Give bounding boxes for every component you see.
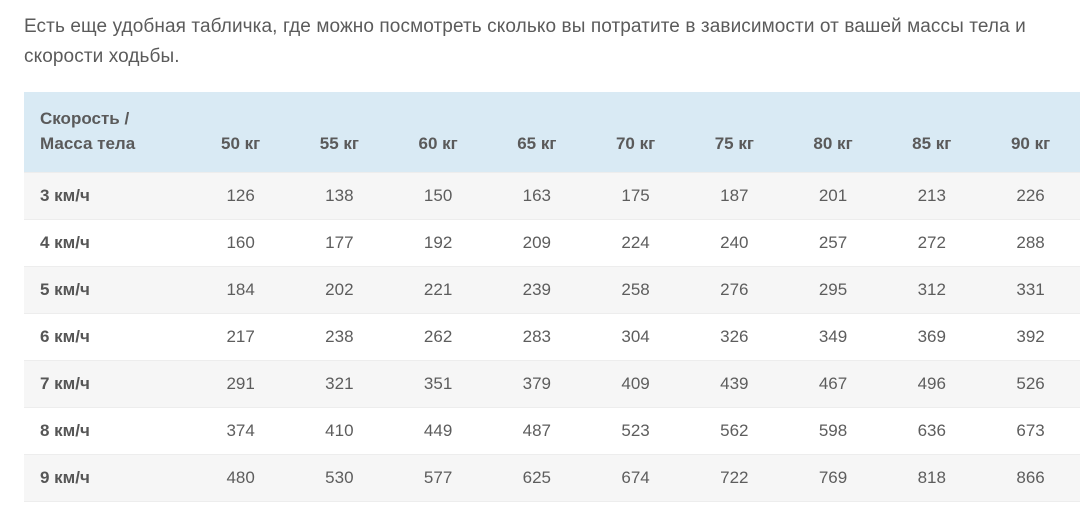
table-cell: 150 bbox=[388, 172, 488, 220]
row-label: 5 км/ч bbox=[24, 266, 192, 314]
row-label: 3 км/ч bbox=[24, 172, 192, 220]
table-cell: 326 bbox=[684, 313, 784, 361]
table-cell: 276 bbox=[684, 266, 784, 314]
table-cell: 392 bbox=[981, 313, 1080, 361]
table-cell: 258 bbox=[586, 266, 685, 314]
table-cell: 769 bbox=[783, 454, 883, 502]
table-cell: 598 bbox=[783, 407, 883, 455]
table-cell: 201 bbox=[783, 172, 883, 220]
table-cell: 184 bbox=[191, 266, 290, 314]
table-row: 8 км/ч 374 410 449 487 523 562 598 636 6… bbox=[24, 407, 1080, 455]
table-cell: 226 bbox=[981, 172, 1080, 220]
table-cell: 673 bbox=[981, 407, 1080, 455]
table-head: Скорость / Масса тела 50 кг 55 кг 60 кг … bbox=[24, 92, 1080, 173]
calorie-table-container: Скорость / Масса тела 50 кг 55 кг 60 кг … bbox=[0, 72, 1092, 502]
corner-header-line-2: Масса тела bbox=[40, 134, 136, 153]
table-cell: 213 bbox=[882, 172, 982, 220]
corner-header-cell: Скорость / Масса тела bbox=[24, 92, 192, 173]
table-cell: 523 bbox=[586, 407, 685, 455]
table-cell: 177 bbox=[290, 219, 389, 267]
table-row: 9 км/ч 480 530 577 625 674 722 769 818 8… bbox=[24, 454, 1080, 502]
table-cell: 625 bbox=[487, 454, 587, 502]
table-cell: 224 bbox=[586, 219, 685, 267]
table-cell: 138 bbox=[290, 172, 389, 220]
table-cell: 636 bbox=[882, 407, 982, 455]
table-cell: 126 bbox=[191, 172, 290, 220]
table-cell: 238 bbox=[290, 313, 389, 361]
table-cell: 410 bbox=[290, 407, 389, 455]
table-cell: 283 bbox=[487, 313, 587, 361]
calorie-table: Скорость / Масса тела 50 кг 55 кг 60 кг … bbox=[24, 92, 1080, 502]
table-cell: 239 bbox=[487, 266, 587, 314]
table-cell: 217 bbox=[191, 313, 290, 361]
table-cell: 312 bbox=[882, 266, 982, 314]
table-cell: 577 bbox=[388, 454, 488, 502]
column-header-75kg: 75 кг bbox=[684, 92, 784, 173]
table-row: 6 км/ч 217 238 262 283 304 326 349 369 3… bbox=[24, 313, 1080, 361]
table-cell: 272 bbox=[882, 219, 982, 267]
table-body: 3 км/ч 126 138 150 163 175 187 201 213 2… bbox=[24, 172, 1080, 502]
table-row: 7 км/ч 291 321 351 379 409 439 467 496 5… bbox=[24, 360, 1080, 408]
table-cell: 526 bbox=[981, 360, 1080, 408]
row-label: 6 км/ч bbox=[24, 313, 192, 361]
table-cell: 818 bbox=[882, 454, 982, 502]
table-cell: 866 bbox=[981, 454, 1080, 502]
table-cell: 304 bbox=[586, 313, 685, 361]
row-label: 8 км/ч bbox=[24, 407, 192, 455]
table-cell: 163 bbox=[487, 172, 587, 220]
table-cell: 562 bbox=[684, 407, 784, 455]
intro-paragraph: Есть еще удобная табличка, где можно пос… bbox=[24, 16, 1026, 67]
column-header-80kg: 80 кг bbox=[783, 92, 883, 173]
table-cell: 487 bbox=[487, 407, 587, 455]
table-cell: 321 bbox=[290, 360, 389, 408]
row-label: 4 км/ч bbox=[24, 219, 192, 267]
table-cell: 221 bbox=[388, 266, 488, 314]
table-cell: 369 bbox=[882, 313, 982, 361]
column-header-60kg: 60 кг bbox=[388, 92, 488, 173]
table-cell: 530 bbox=[290, 454, 389, 502]
row-label: 7 км/ч bbox=[24, 360, 192, 408]
column-header-55kg: 55 кг bbox=[290, 92, 389, 173]
table-cell: 257 bbox=[783, 219, 883, 267]
table-cell: 379 bbox=[487, 360, 587, 408]
table-cell: 187 bbox=[684, 172, 784, 220]
table-cell: 175 bbox=[586, 172, 685, 220]
row-label: 9 км/ч bbox=[24, 454, 192, 502]
table-cell: 240 bbox=[684, 219, 784, 267]
table-cell: 722 bbox=[684, 454, 784, 502]
table-cell: 449 bbox=[388, 407, 488, 455]
column-header-85kg: 85 кг bbox=[882, 92, 982, 173]
table-cell: 331 bbox=[981, 266, 1080, 314]
table-cell: 674 bbox=[586, 454, 685, 502]
column-header-65kg: 65 кг bbox=[487, 92, 587, 173]
table-cell: 374 bbox=[191, 407, 290, 455]
table-row: 3 км/ч 126 138 150 163 175 187 201 213 2… bbox=[24, 172, 1080, 220]
table-cell: 262 bbox=[388, 313, 488, 361]
table-cell: 160 bbox=[191, 219, 290, 267]
table-header-row: Скорость / Масса тела 50 кг 55 кг 60 кг … bbox=[24, 92, 1080, 173]
table-cell: 496 bbox=[882, 360, 982, 408]
corner-header-line-1: Скорость / bbox=[40, 109, 130, 128]
table-cell: 409 bbox=[586, 360, 685, 408]
column-header-70kg: 70 кг bbox=[586, 92, 685, 173]
table-row: 4 км/ч 160 177 192 209 224 240 257 272 2… bbox=[24, 219, 1080, 267]
table-cell: 202 bbox=[290, 266, 389, 314]
table-cell: 467 bbox=[783, 360, 883, 408]
table-row: 5 км/ч 184 202 221 239 258 276 295 312 3… bbox=[24, 266, 1080, 314]
table-cell: 291 bbox=[191, 360, 290, 408]
column-header-90kg: 90 кг bbox=[981, 92, 1080, 173]
table-cell: 209 bbox=[487, 219, 587, 267]
table-cell: 295 bbox=[783, 266, 883, 314]
table-cell: 349 bbox=[783, 313, 883, 361]
table-cell: 439 bbox=[684, 360, 784, 408]
table-cell: 480 bbox=[191, 454, 290, 502]
table-cell: 351 bbox=[388, 360, 488, 408]
table-cell: 192 bbox=[388, 219, 488, 267]
column-header-50kg: 50 кг bbox=[191, 92, 290, 173]
table-cell: 288 bbox=[981, 219, 1080, 267]
